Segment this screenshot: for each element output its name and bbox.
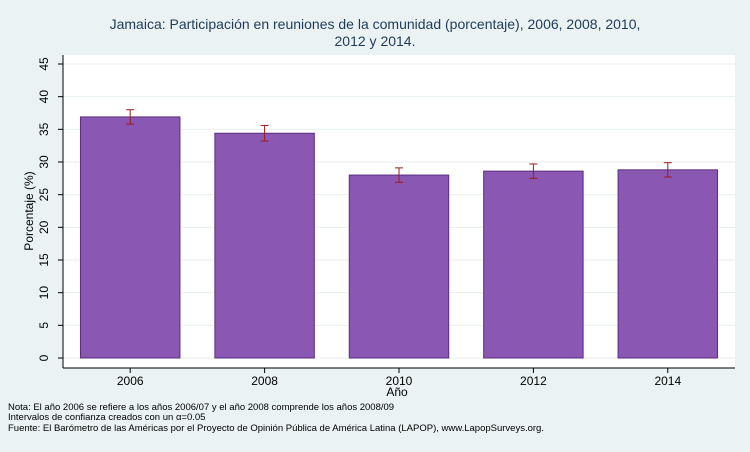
bars [79,116,719,359]
y-tick-label-0: 0 [37,354,51,361]
x-axis-ticks: 2006 2008 2010 2012 2014 [117,368,681,388]
chart-notes: Nota: El año 2006 se refiere a los años … [8,402,544,434]
x-tick-label-2006: 2006 [117,374,144,388]
error-bar-2010 [395,167,403,183]
note-line-1: Nota: El año 2006 se refiere a los años … [8,402,394,413]
note-line-3: Fuente: El Barómetro de las Américas por… [8,423,544,434]
y-tick-label-20: 20 [37,220,51,234]
error-bar-2006 [126,109,135,125]
bar-2012 [483,170,584,359]
y-tick-label-10: 10 [37,286,51,300]
note-line-2: Intervalos de confianza creados con un α… [8,412,205,423]
error-bar-2012 [529,163,538,179]
error-bar-2008 [260,124,269,142]
x-tick-label-2012: 2012 [520,374,547,388]
y-tick-label-45: 45 [37,57,51,71]
y-tick-label-25: 25 [37,188,51,202]
chart-title-line-1: Jamaica: Participación en reuniones de l… [110,16,641,32]
bar-2006 [79,116,181,359]
y-tick-label-35: 35 [37,122,51,136]
bar-2014 [617,169,719,359]
bar-2008 [214,132,315,359]
y-axis-title: Porcentaje (%) [22,171,36,250]
y-tick-label-15: 15 [37,253,51,267]
y-tick-label-5: 5 [37,322,51,329]
y-axis-ticks: 0 5 10 15 20 25 30 35 40 45 [37,57,63,361]
x-tick-label-2014: 2014 [654,374,681,388]
x-tick-label-2008: 2008 [251,374,278,388]
x-tick-label-2010: 2010 [386,374,413,388]
chart-title: Jamaica: Participación en reuniones de l… [110,16,641,49]
bar-2010 [348,174,450,359]
chart-title-line-2: 2012 y 2014. [335,33,416,49]
y-tick-label-40: 40 [37,90,51,104]
error-bars [126,109,672,183]
error-bar-2014 [663,162,672,178]
x-axis-title: Año [386,385,408,399]
y-tick-label-30: 30 [37,155,51,169]
